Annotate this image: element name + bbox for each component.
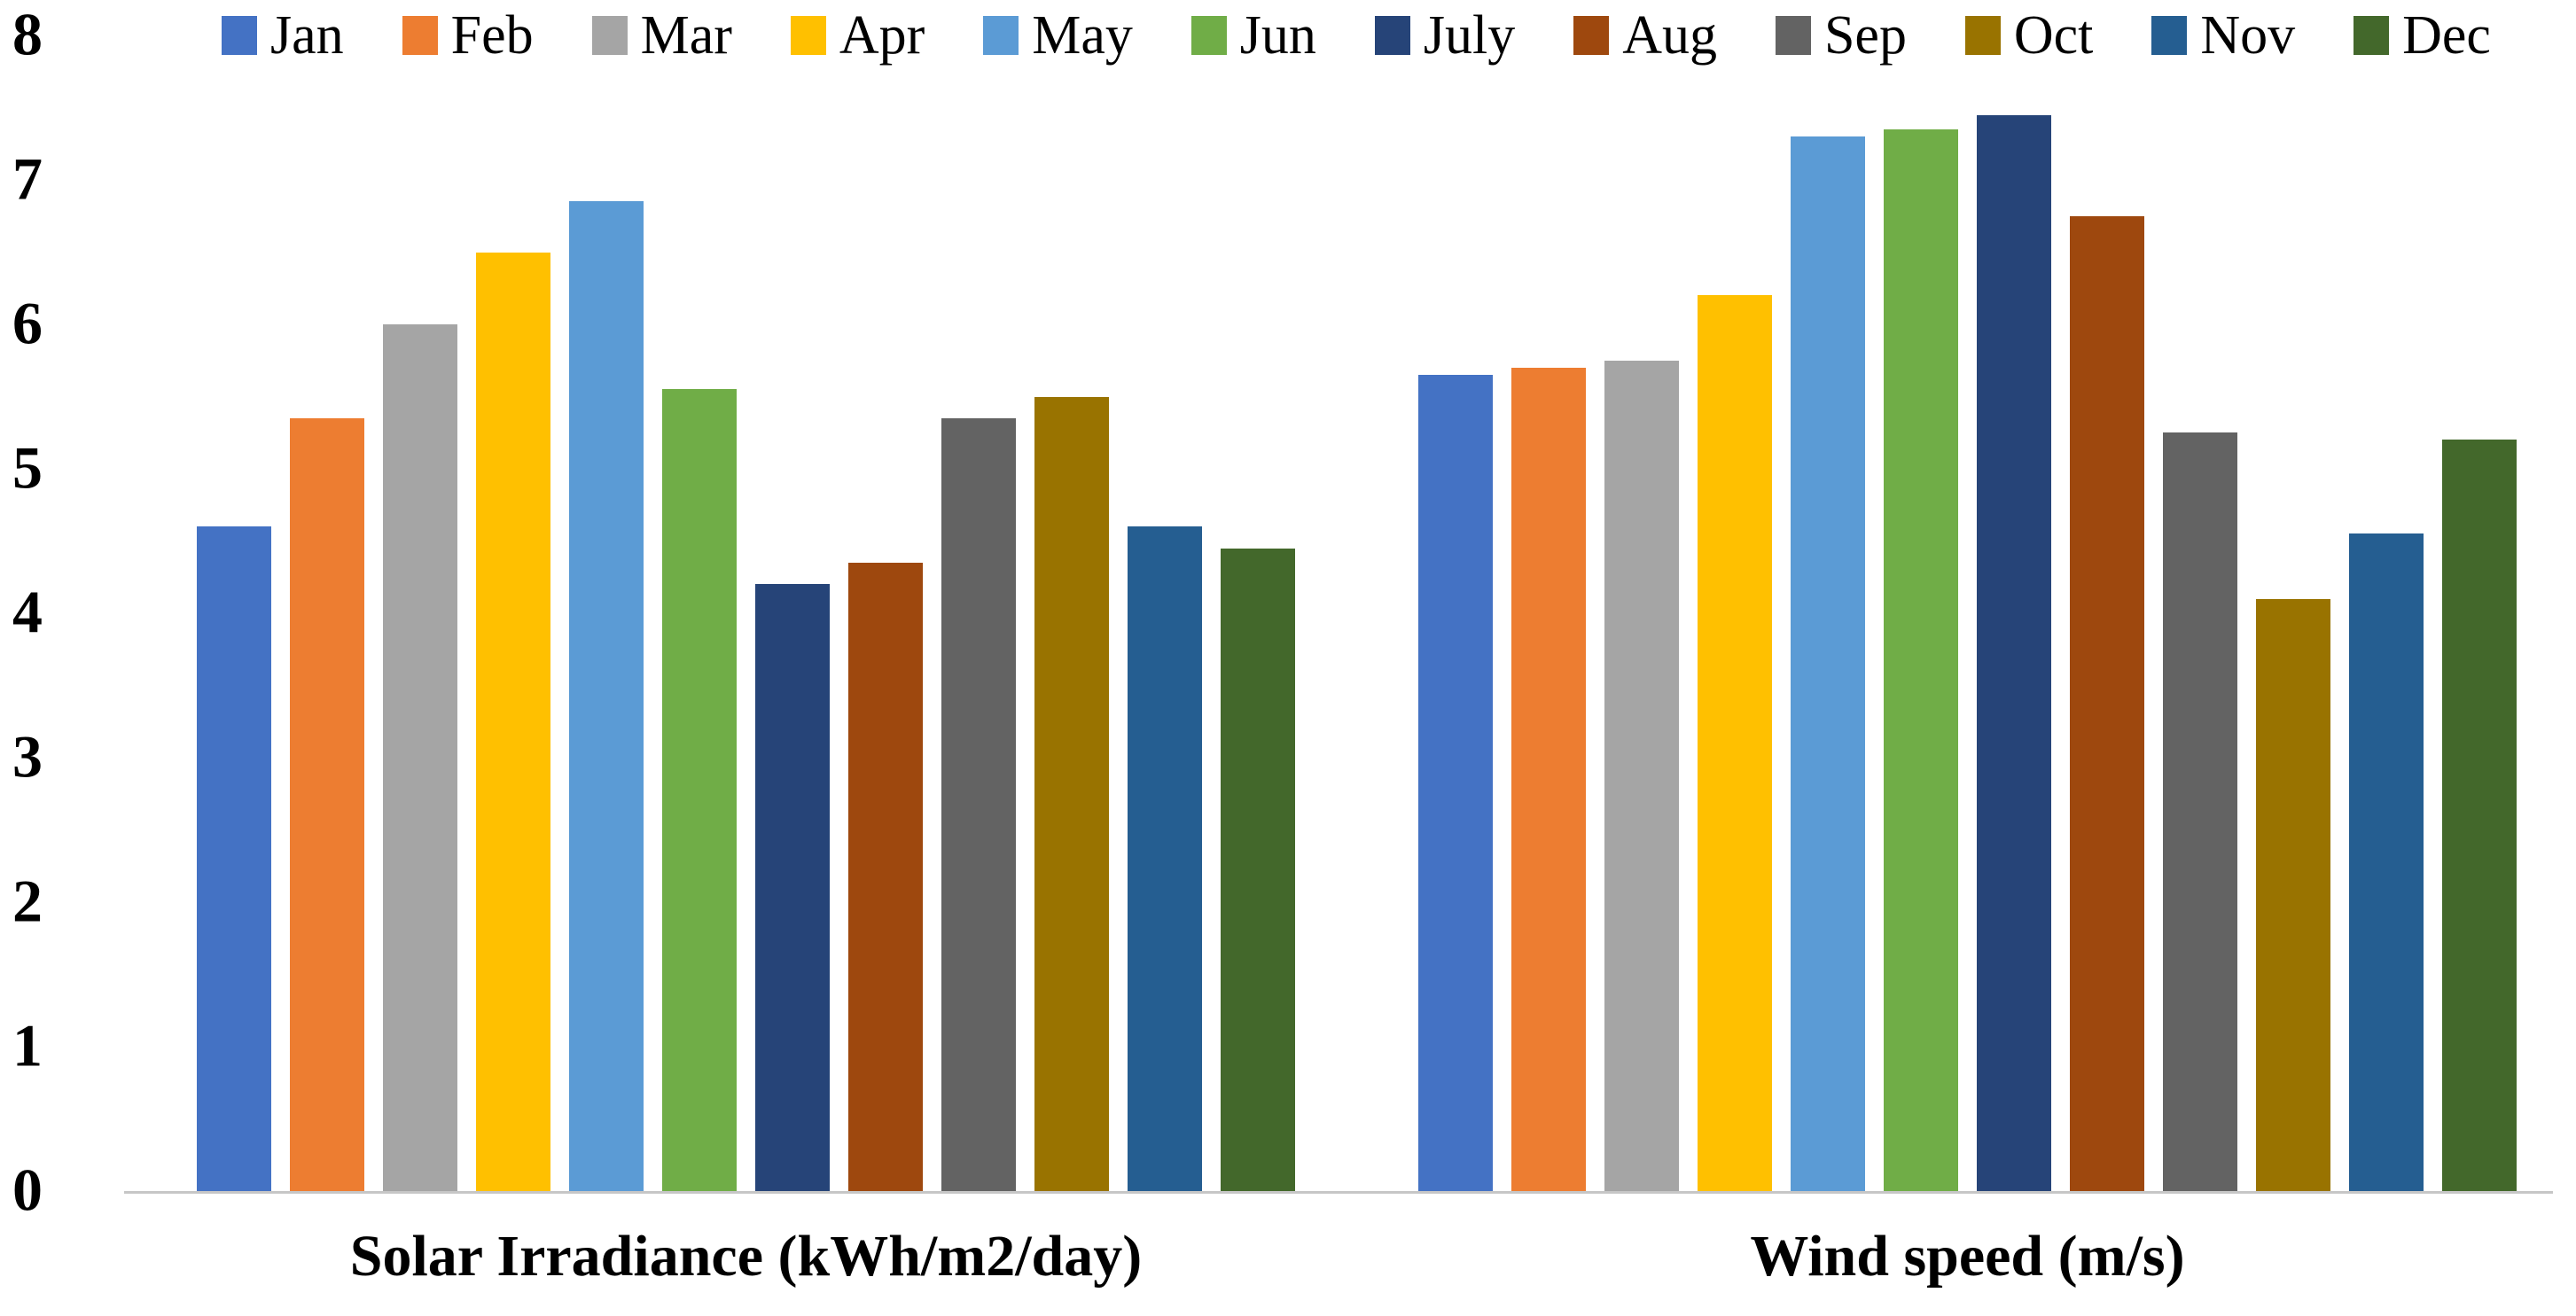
category-label-solar: Solar Irradiance (kWh/m2/day) (349, 1224, 1143, 1289)
legend-swatch-icon (222, 16, 257, 55)
legend-label: Apr (839, 5, 925, 66)
y-tick-label: 7 (12, 144, 43, 213)
bar-aug-solar (848, 562, 923, 1191)
bar-sep-solar (941, 417, 1016, 1191)
legend-item-feb: Feb (402, 8, 534, 63)
bar-mar-wind (1604, 360, 1679, 1191)
bar-group-solar (197, 35, 1295, 1191)
legend-swatch-icon (1775, 16, 1811, 55)
y-tick-label: 5 (12, 433, 43, 502)
legend-swatch-icon (983, 16, 1019, 55)
y-tick-label: 6 (12, 289, 43, 357)
bar-may-wind (1791, 136, 1865, 1191)
legend-item-may: May (983, 8, 1133, 63)
category-label-wind: Wind speed (m/s) (1750, 1224, 2185, 1289)
legend-label: May (1032, 5, 1133, 66)
legend-label: Jun (1239, 5, 1316, 66)
bar-aug-wind (2070, 215, 2144, 1191)
legend-swatch-icon (402, 16, 438, 55)
legend-label: Mar (640, 5, 732, 66)
legend-swatch-icon (1573, 16, 1610, 55)
legend-swatch-icon (2354, 16, 2390, 55)
bar-nov-wind (2349, 533, 2424, 1191)
legend-label: July (1423, 5, 1516, 66)
legend-swatch-icon (790, 16, 826, 55)
legend-item-july: July (1374, 5, 1516, 66)
bar-may-solar (569, 201, 644, 1191)
plot-area (124, 35, 2553, 1194)
legend-item-aug: Aug (1573, 8, 1717, 63)
legend-swatch-icon (1374, 16, 1410, 55)
bar-july-solar (755, 584, 830, 1191)
bar-jan-solar (197, 526, 271, 1191)
legend-label: Nov (2200, 5, 2296, 66)
bar-jun-solar (662, 389, 737, 1191)
legend-item-mar: Mar (591, 5, 732, 66)
bar-apr-wind (1698, 295, 1772, 1191)
legend-swatch-icon (2151, 16, 2188, 55)
bar-group-wind (1418, 35, 2517, 1191)
bar-jun-wind (1884, 128, 1958, 1191)
legend-item-sep: Sep (1775, 5, 1907, 66)
y-tick-label: 2 (12, 867, 43, 935)
bar-feb-solar (290, 417, 364, 1191)
bar-dec-solar (1221, 548, 1295, 1191)
legend-swatch-icon (1964, 16, 2001, 55)
legend-label: Dec (2402, 5, 2491, 66)
legend-label: Aug (1622, 5, 1717, 66)
bar-jan-wind (1418, 375, 1493, 1191)
legend: Jan Feb Mar Apr May Jun July Aug Sep Oct Nov Dec (222, 4, 2491, 67)
y-tick-label: 0 (12, 1156, 43, 1224)
legend-item-dec: Dec (2354, 8, 2491, 63)
bar-dec-wind (2442, 440, 2517, 1191)
bar-nov-solar (1128, 526, 1202, 1191)
y-tick-label: 4 (12, 578, 43, 646)
bar-mar-solar (383, 324, 457, 1191)
bar-oct-solar (1034, 396, 1109, 1191)
legend-item-jan: Jan (222, 8, 344, 63)
bar-july-wind (1977, 114, 2051, 1191)
y-tick-label: 1 (12, 1011, 43, 1079)
legend-swatch-icon (591, 16, 628, 55)
bar-apr-solar (476, 252, 550, 1191)
legend-label: Oct (2013, 5, 2094, 66)
legend-item-nov: Nov (2151, 8, 2295, 63)
legend-label: Feb (450, 5, 534, 66)
legend-label: Jan (270, 5, 344, 66)
legend-label: Sep (1823, 5, 1907, 66)
bar-sep-wind (2163, 432, 2237, 1191)
y-axis: 8 7 6 5 4 3 2 1 0 (0, 0, 106, 1316)
legend-item-oct: Oct (1964, 5, 2094, 66)
y-tick-label: 3 (12, 722, 43, 790)
legend-swatch-icon (1190, 16, 1227, 55)
bar-feb-wind (1511, 367, 1586, 1191)
legend-item-jun: Jun (1190, 5, 1316, 66)
y-tick-label: 8 (12, 0, 43, 68)
legend-item-apr: Apr (790, 5, 925, 66)
bar-oct-wind (2256, 598, 2330, 1191)
